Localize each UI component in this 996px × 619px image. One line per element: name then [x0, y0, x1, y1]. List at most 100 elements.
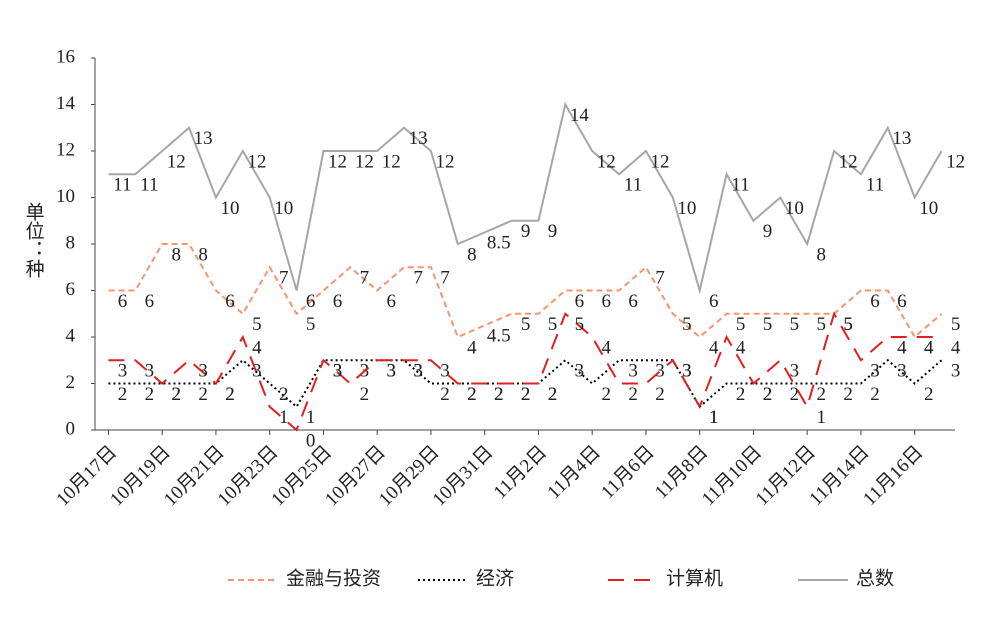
data-label: 3	[655, 361, 665, 382]
data-label: 13	[409, 128, 428, 149]
data-label: 5	[736, 314, 746, 335]
x-tick-label: 11月6日	[597, 442, 658, 503]
data-label: 9	[521, 221, 531, 242]
data-label: 4	[467, 337, 477, 358]
data-label: 2	[521, 384, 531, 405]
data-label: 2	[467, 384, 477, 405]
data-label: 2	[198, 384, 208, 405]
data-label: 2	[145, 384, 155, 405]
data-label: 7	[360, 268, 370, 289]
data-label: 4	[924, 337, 934, 358]
data-label: 4	[924, 337, 934, 358]
data-label: 3	[413, 361, 423, 382]
legend-label: 计算机	[666, 567, 723, 589]
data-label: 7	[440, 268, 450, 289]
data-label: 3	[198, 361, 208, 382]
data-label: 5	[843, 314, 853, 335]
data-label: 10	[919, 198, 938, 219]
x-tick-label: 11月2日	[490, 442, 551, 503]
series-line	[108, 311, 942, 432]
data-label: 1	[279, 407, 289, 428]
data-label: 12	[382, 151, 401, 172]
data-label: 4	[601, 337, 611, 358]
data-label: 9	[763, 221, 773, 242]
data-label: 2	[628, 384, 638, 405]
y-tick-label: 8	[66, 232, 76, 253]
data-label: 5	[763, 314, 773, 335]
data-label: 3	[440, 361, 450, 382]
data-label: 3	[386, 361, 396, 382]
data-label: 6	[575, 291, 585, 312]
data-label: 2	[279, 384, 289, 405]
data-label: 14	[570, 105, 590, 126]
data-label: 3	[252, 361, 262, 382]
data-label: 5	[843, 314, 853, 335]
data-label: 9	[548, 221, 558, 242]
data-label: 7	[413, 268, 423, 289]
data-label: 2	[171, 384, 181, 405]
data-label: 2	[763, 384, 773, 405]
y-axis-label: 单位：种	[23, 202, 45, 278]
data-label: 2	[521, 384, 531, 405]
y-tick-label: 2	[66, 372, 76, 393]
data-label: 12	[650, 151, 669, 172]
data-label: 12	[597, 151, 616, 172]
data-label: 2	[924, 384, 934, 405]
data-label: 6	[709, 291, 719, 312]
data-label: 4	[736, 337, 746, 358]
data-label: 3	[386, 361, 396, 382]
data-label: 10	[274, 198, 293, 219]
legend-label: 总数	[856, 567, 894, 589]
data-label: 4	[897, 337, 907, 358]
y-tick-label: 0	[66, 418, 76, 439]
data-label: 11	[624, 175, 642, 196]
data-label: 4	[709, 337, 719, 358]
data-label: 2	[763, 384, 773, 405]
legend-label: 金融与投资	[286, 567, 381, 589]
data-label: 2	[225, 384, 235, 405]
data-label: 13	[892, 128, 911, 149]
data-label: 10	[677, 198, 696, 219]
data-label: 5	[951, 314, 961, 335]
data-label: 2	[360, 384, 370, 405]
data-label: 1	[709, 407, 719, 428]
data-label: 6	[870, 291, 880, 312]
data-label: 11	[113, 175, 131, 196]
data-label: 12	[247, 151, 266, 172]
data-label: 3	[682, 361, 692, 382]
data-label: 3	[870, 361, 880, 382]
data-label: 2	[440, 384, 450, 405]
data-label: 4	[252, 337, 262, 358]
data-label: 4.5	[487, 326, 511, 347]
data-label: 2	[118, 384, 128, 405]
data-label: 5	[575, 314, 585, 335]
data-label: 2	[601, 384, 611, 405]
data-label: 2	[790, 384, 800, 405]
data-label: 7	[655, 268, 665, 289]
data-label: 6	[225, 291, 235, 312]
data-label: 12	[355, 151, 374, 172]
data-label: 2	[171, 384, 181, 405]
data-label: 12	[946, 151, 965, 172]
data-label: 3	[118, 361, 128, 382]
data-label: 6	[306, 291, 316, 312]
series-line	[108, 243, 943, 339]
data-label: 3	[413, 361, 423, 382]
data-label: 2	[548, 384, 558, 405]
y-tick-label: 16	[56, 46, 75, 67]
data-label: 6	[897, 291, 907, 312]
y-tick-label: 14	[56, 93, 76, 114]
data-label: 7	[279, 268, 289, 289]
data-label: 13	[194, 128, 213, 149]
data-label: 12	[435, 151, 454, 172]
y-tick-label: 6	[66, 279, 76, 300]
data-label: 1	[709, 407, 719, 428]
data-label: 6	[333, 291, 343, 312]
data-label: 3	[575, 361, 585, 382]
series-line	[108, 101, 943, 295]
data-label: 5	[548, 314, 558, 335]
data-label: 8	[198, 244, 208, 265]
data-label: 2	[655, 384, 665, 405]
y-tick-label: 10	[56, 186, 75, 207]
